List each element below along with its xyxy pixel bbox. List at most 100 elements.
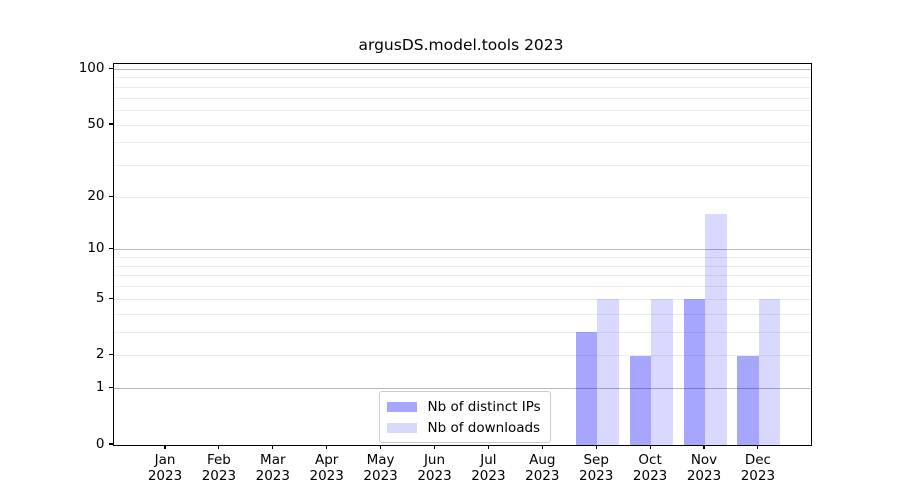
x-tick-year: 2023 bbox=[309, 468, 344, 484]
gridline-major bbox=[113, 388, 811, 390]
gridline-minor bbox=[113, 86, 811, 88]
gridline-minor bbox=[113, 331, 811, 333]
y-tick-mark bbox=[108, 354, 113, 356]
x-tick-year: 2023 bbox=[686, 468, 722, 484]
bar-distinct-ips bbox=[737, 355, 759, 445]
y-tick-mark bbox=[108, 443, 113, 445]
y-tick-mark bbox=[108, 297, 113, 299]
bar-distinct-ips bbox=[629, 355, 652, 445]
y-tick-label: 5 bbox=[95, 289, 105, 306]
x-tick-month: Jul bbox=[480, 452, 497, 468]
x-tick-label: Jun 2023 bbox=[399, 452, 471, 484]
x-tick-label: Mar 2023 bbox=[237, 452, 309, 484]
x-tick-year: 2023 bbox=[363, 468, 398, 484]
legend-label-downloads: Nb of downloads bbox=[427, 419, 541, 436]
x-tick-label: Oct 2023 bbox=[614, 452, 686, 484]
x-tick-year: 2023 bbox=[471, 468, 506, 484]
x-tick-label: Nov 2023 bbox=[668, 452, 740, 484]
x-tick-year: 2023 bbox=[417, 468, 452, 484]
x-tick-month: Aug bbox=[529, 452, 556, 468]
x-tick-month: Jun bbox=[423, 452, 446, 468]
gridline-minor bbox=[113, 257, 811, 259]
x-tick-mark bbox=[595, 445, 597, 450]
y-tick-label: 20 bbox=[87, 187, 105, 204]
gridline-minor bbox=[113, 286, 811, 288]
x-tick-label: Jul 2023 bbox=[452, 452, 524, 484]
bar-downloads bbox=[651, 299, 673, 445]
x-tick-month: Dec bbox=[744, 452, 771, 468]
gridline-minor bbox=[113, 142, 811, 144]
x-tick-year: 2023 bbox=[201, 468, 237, 484]
x-tick-mark bbox=[757, 445, 759, 450]
gridline-major bbox=[113, 249, 811, 251]
bar-distinct-ips bbox=[683, 299, 705, 445]
x-tick-month: Apr bbox=[315, 452, 339, 468]
x-tick-mark bbox=[649, 445, 651, 450]
x-tick-mark bbox=[703, 445, 705, 450]
gridline-minor bbox=[113, 97, 811, 99]
x-tick-label: Feb 2023 bbox=[183, 452, 255, 484]
gridline-minor bbox=[113, 298, 811, 300]
y-tick-mark bbox=[108, 195, 113, 197]
legend-item-downloads: Nb of downloads bbox=[386, 419, 541, 436]
y-tick-mark bbox=[108, 123, 113, 125]
legend-swatch-downloads bbox=[386, 422, 417, 433]
x-tick-label: Jan 2023 bbox=[129, 452, 201, 484]
gridline-major bbox=[113, 68, 811, 70]
x-tick-month: Nov bbox=[690, 452, 718, 468]
legend-swatch-distinct-ips bbox=[386, 401, 417, 412]
y-tick-label: 1 bbox=[95, 379, 105, 396]
x-tick-month: Feb bbox=[206, 452, 231, 468]
y-tick-label: 2 bbox=[95, 346, 105, 363]
bar-downloads bbox=[758, 299, 781, 445]
gridline-minor bbox=[113, 275, 811, 277]
x-tick-year: 2023 bbox=[740, 468, 776, 484]
x-tick-year: 2023 bbox=[147, 468, 183, 484]
gridline-minor bbox=[113, 265, 811, 267]
x-tick-month: May bbox=[366, 452, 395, 468]
x-tick-label: Sep 2023 bbox=[560, 452, 632, 484]
y-tick-label: 100 bbox=[78, 59, 105, 76]
x-tick-month: Mar bbox=[260, 452, 286, 468]
x-tick-mark bbox=[380, 445, 382, 450]
gridline-minor bbox=[113, 77, 811, 79]
bar-distinct-ips bbox=[575, 332, 598, 445]
x-tick-mark bbox=[487, 445, 489, 450]
x-tick-month: Jan bbox=[154, 452, 176, 468]
y-tick-mark bbox=[108, 248, 113, 250]
x-tick-year: 2023 bbox=[632, 468, 668, 484]
x-tick-mark bbox=[541, 445, 543, 450]
gridline-minor bbox=[113, 313, 811, 315]
y-tick-label: 10 bbox=[87, 240, 105, 257]
x-tick-month: Oct bbox=[638, 452, 662, 468]
legend-item-distinct-ips: Nb of distinct IPs bbox=[386, 398, 541, 415]
x-tick-mark bbox=[218, 445, 220, 450]
y-tick-mark bbox=[108, 67, 113, 70]
gridline-minor bbox=[113, 165, 811, 167]
y-tick-label: 0 bbox=[95, 435, 105, 452]
gridline-minor bbox=[113, 196, 811, 198]
x-tick-label: May 2023 bbox=[345, 452, 417, 484]
x-tick-year: 2023 bbox=[255, 468, 290, 484]
x-tick-mark bbox=[433, 445, 436, 450]
x-tick-year: 2023 bbox=[525, 468, 560, 484]
gridline-minor bbox=[113, 124, 811, 126]
y-tick-label: 50 bbox=[87, 115, 105, 132]
x-tick-year: 2023 bbox=[579, 468, 614, 484]
x-tick-mark bbox=[164, 445, 166, 450]
legend-label-distinct-ips: Nb of distinct IPs bbox=[427, 398, 541, 415]
plot-area: Nb of distinct IPs Nb of downloads bbox=[112, 63, 812, 446]
x-tick-label: Apr 2023 bbox=[291, 452, 363, 484]
x-tick-month: Sep bbox=[583, 452, 609, 468]
bar-downloads bbox=[705, 214, 727, 445]
chart-title: argusDS.model.tools 2023 bbox=[358, 36, 564, 54]
gridline-minor bbox=[113, 109, 811, 111]
gridline-minor bbox=[113, 355, 811, 357]
bar-downloads bbox=[597, 299, 619, 445]
x-tick-mark bbox=[326, 445, 328, 450]
y-tick-mark bbox=[108, 386, 113, 389]
x-tick-label: Aug 2023 bbox=[506, 452, 578, 484]
x-tick-label: Dec 2023 bbox=[722, 452, 794, 484]
legend: Nb of distinct IPs Nb of downloads bbox=[378, 391, 551, 443]
